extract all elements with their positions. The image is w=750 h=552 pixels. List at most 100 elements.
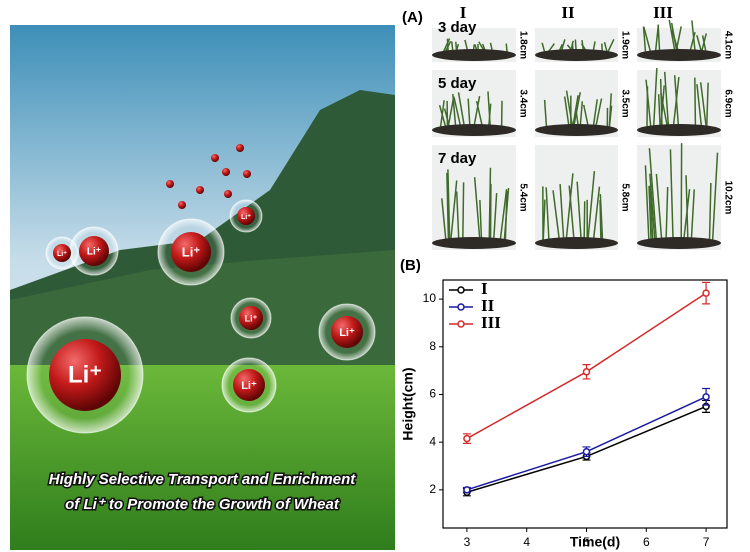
li-ion <box>53 244 71 262</box>
height-label: 5.4cm <box>517 183 528 211</box>
li-ion <box>171 232 211 272</box>
column-label: I <box>460 3 467 22</box>
sprout <box>446 172 450 241</box>
sprout <box>657 94 661 128</box>
height-label: 1.9cm <box>619 31 630 59</box>
sprout <box>642 26 647 53</box>
sprout <box>575 108 580 128</box>
ion-label: Li⁺ <box>339 327 355 339</box>
sprout <box>492 193 498 241</box>
sprout <box>696 84 703 128</box>
y-tick-label: 8 <box>429 339 436 353</box>
sprout <box>595 98 603 128</box>
li-ion <box>79 236 109 266</box>
plot-frame <box>442 279 728 529</box>
sprout <box>694 77 697 128</box>
small-ion <box>224 190 232 198</box>
data-point <box>582 447 591 456</box>
sprout <box>455 191 460 241</box>
sprout <box>473 95 481 128</box>
sprout <box>648 148 658 241</box>
sprout <box>568 185 575 241</box>
y-tick-label: 6 <box>429 387 436 401</box>
sprout <box>655 173 663 241</box>
sprout <box>565 173 574 241</box>
sprout <box>669 149 674 241</box>
sprout <box>592 99 598 128</box>
sprout <box>563 96 570 128</box>
legend-label: II <box>481 296 495 315</box>
sprout <box>648 186 652 241</box>
y-tick-label: 4 <box>429 434 436 448</box>
legend-marker <box>457 303 465 311</box>
small-ion <box>222 168 230 176</box>
dish <box>637 124 721 136</box>
y-tick-label: 10 <box>423 291 437 305</box>
x-tick-label: 3 <box>464 535 471 549</box>
small-ion <box>196 186 204 194</box>
sprout <box>499 189 508 241</box>
height-label: 1.8cm <box>517 31 528 59</box>
small-ion <box>166 180 174 188</box>
height-label: 4.1cm <box>722 31 733 59</box>
data-point <box>702 393 710 401</box>
sprout <box>690 189 695 241</box>
sprout <box>659 78 663 128</box>
sprout <box>705 82 709 128</box>
dish <box>637 237 721 249</box>
sprout <box>685 175 689 241</box>
sprout <box>438 104 447 128</box>
series-line <box>466 396 707 491</box>
dish <box>637 49 721 61</box>
dish <box>432 49 516 61</box>
sprout <box>542 199 546 241</box>
sprout <box>488 103 492 128</box>
sprout <box>668 19 676 53</box>
sprout <box>457 92 466 128</box>
sprout <box>453 97 462 128</box>
dish <box>535 49 618 61</box>
ion-label: Li⁺ <box>241 214 251 221</box>
dish <box>432 237 516 249</box>
day-label: 5 day <box>438 75 477 92</box>
sprout <box>541 42 546 53</box>
sprout <box>543 99 548 128</box>
column-label: II <box>561 3 575 22</box>
sprout <box>643 26 652 53</box>
small-ion <box>178 201 186 209</box>
height-label: 3.5cm <box>619 89 630 117</box>
x-tick-label: 7 <box>703 535 710 549</box>
legend-label: III <box>481 313 501 332</box>
li-ion <box>237 207 255 225</box>
sprout <box>599 194 604 241</box>
sprout <box>671 29 679 53</box>
sprout <box>441 198 447 241</box>
sprout <box>488 167 492 241</box>
sprout <box>696 35 703 53</box>
li-ion <box>233 369 265 401</box>
sprout <box>652 68 658 128</box>
data-point <box>463 486 471 494</box>
sprout <box>649 185 654 241</box>
sprout <box>592 186 601 241</box>
sprout <box>708 182 712 241</box>
sprout <box>649 173 656 241</box>
column-label: III <box>653 3 673 22</box>
sprout <box>552 190 561 241</box>
sprout <box>689 31 696 53</box>
ion-label: Li⁺ <box>241 380 257 392</box>
data-point <box>463 434 471 443</box>
sprout <box>583 201 586 241</box>
x-tick-label: 6 <box>643 535 650 549</box>
data-point <box>582 368 591 376</box>
legend-marker <box>457 286 465 294</box>
dish <box>535 124 618 136</box>
panel-label: (B) <box>400 257 421 274</box>
panel-label: (A) <box>402 9 423 26</box>
sprout <box>654 24 660 53</box>
sprout <box>446 38 449 53</box>
height-label: 3.4cm <box>517 89 528 117</box>
sprout <box>576 181 582 241</box>
sprout <box>587 171 596 241</box>
